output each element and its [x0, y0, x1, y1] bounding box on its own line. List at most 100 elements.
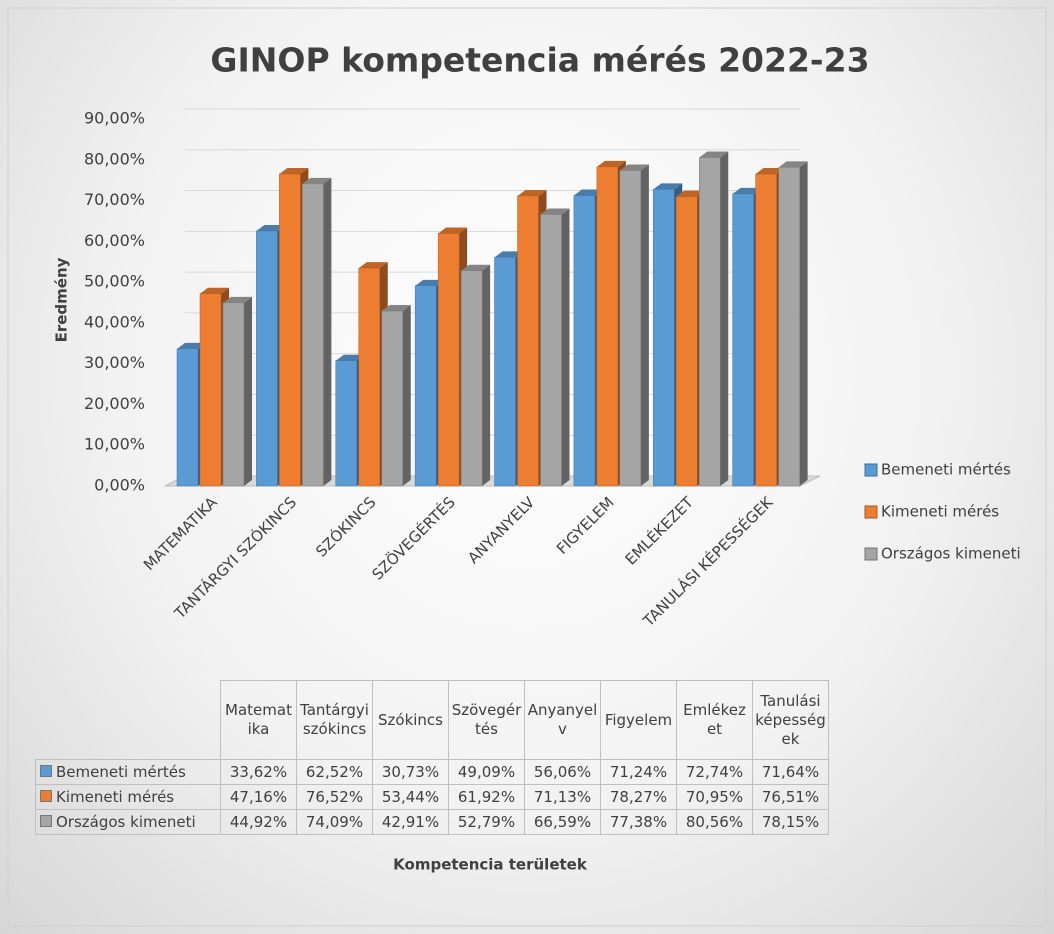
table-legend-key — [40, 765, 52, 777]
bar-3d — [699, 151, 729, 487]
x-tick-label: MATEMATIKA — [140, 493, 221, 574]
bar-side — [482, 264, 491, 486]
table-value: 42,91% — [372, 809, 449, 835]
bar-top — [223, 296, 252, 303]
legend-label: Bemeneti mértés — [881, 461, 1011, 479]
y-tick-label: 0,00% — [94, 476, 145, 495]
y-tick-label: 20,00% — [84, 394, 145, 413]
bar — [256, 230, 278, 487]
bar-3d — [540, 208, 570, 487]
bar-side — [640, 164, 649, 487]
table-header: Anyanyelv — [524, 680, 601, 760]
y-tick-label: 80,00% — [84, 149, 145, 168]
legend-key — [864, 463, 878, 477]
bar-top — [335, 354, 365, 361]
bar — [540, 214, 562, 487]
table-value: 30,73% — [372, 759, 449, 785]
bar-3d — [302, 177, 332, 487]
bar — [335, 360, 357, 487]
y-tick-label: 70,00% — [84, 190, 145, 209]
bar-side — [323, 177, 332, 486]
table-value: 62,52% — [296, 759, 373, 785]
bar — [676, 196, 698, 487]
table-value: 56,06% — [524, 759, 601, 785]
table-value: 77,38% — [600, 809, 677, 835]
y-axis-title: Eredmény — [53, 257, 71, 342]
table-header-row: Matematika Tantárgyi szókincs Szókincs Szöv… — [36, 680, 829, 760]
bar-top — [755, 168, 785, 175]
bar — [778, 167, 800, 487]
chart-title: GINOP kompetencia mérés 2022-23 — [210, 41, 869, 80]
table-value: 70,95% — [676, 784, 753, 810]
table-value: 76,52% — [296, 784, 373, 810]
bar-top — [461, 264, 491, 271]
bar-top — [279, 167, 309, 174]
y-tick-label: 30,00% — [84, 353, 145, 372]
bar — [279, 173, 301, 487]
bar — [755, 173, 777, 487]
table-value: 33,62% — [220, 759, 297, 785]
bar — [573, 195, 596, 487]
bar — [653, 189, 675, 487]
bar-top — [517, 189, 547, 196]
bar-3d — [222, 296, 252, 487]
table-legend-key — [40, 790, 52, 802]
table-value: 78,27% — [600, 784, 677, 810]
table-header: Emlékezet — [676, 680, 753, 760]
bar-top — [676, 190, 706, 197]
y-tick-label: 50,00% — [84, 272, 145, 291]
table-value: 49,09% — [448, 759, 525, 785]
table-value: 52,79% — [448, 809, 525, 835]
bar-top — [540, 208, 570, 215]
bar-3d — [619, 164, 649, 487]
legend-label: Kimeneti mérés — [881, 503, 999, 521]
bar-top — [778, 161, 808, 168]
table-legend-key — [40, 815, 52, 827]
bar — [619, 170, 642, 487]
x-tick-label: FIGYELEM — [553, 493, 618, 558]
legend-key — [864, 505, 878, 519]
table-value: 72,74% — [676, 759, 753, 785]
x-tick-label: SZÖVEGÉRTÉS — [368, 493, 459, 584]
table-header: Szövegértés — [448, 680, 525, 760]
bar — [381, 310, 403, 487]
table-series-name: Országos kimeneti — [56, 813, 196, 831]
x-tick-label: ANYANYELV — [464, 493, 538, 567]
y-tick-label: 40,00% — [84, 312, 145, 331]
bar-top — [699, 151, 729, 158]
table-series-name: Bemeneti mértés — [56, 763, 186, 781]
bar-top — [573, 189, 603, 196]
bar — [517, 195, 539, 487]
table-value: 44,92% — [220, 809, 297, 835]
bar-side — [561, 208, 570, 486]
bar — [494, 257, 516, 487]
bar-top — [653, 183, 683, 190]
bar-top — [358, 262, 388, 269]
bar-top — [596, 160, 626, 167]
table-value: 80,56% — [676, 809, 753, 835]
table-value: 71,24% — [600, 759, 677, 785]
bar — [414, 285, 437, 487]
bar — [222, 302, 245, 487]
y-tick-label: 10,00% — [84, 435, 145, 454]
bar-top — [732, 187, 762, 194]
y-tick-label: 60,00% — [84, 231, 145, 250]
bar-side — [799, 161, 808, 487]
bar-top — [438, 227, 468, 234]
table-corner — [36, 681, 221, 760]
bar-top — [494, 251, 524, 258]
legend-label: Országos kimeneti — [881, 545, 1021, 563]
table-series-cell: Kimeneti mérés — [35, 784, 221, 810]
table-header: Tantárgyi szókincs — [296, 680, 373, 760]
table-series-cell: Országos kimeneti — [35, 809, 221, 835]
bar-3d — [460, 264, 491, 487]
data-table: Matematika Tantárgyi szókincs Szókincs Szöv… — [35, 680, 829, 835]
table-row: Bemeneti mértés 33,62% 62,52% 30,73% 49,09% 5… — [35, 759, 829, 785]
bar-3d — [778, 161, 808, 487]
bar-top — [302, 177, 332, 184]
table-value: 76,51% — [752, 784, 829, 810]
table-value: 47,16% — [220, 784, 297, 810]
y-tick-label: 90,00% — [84, 109, 145, 128]
